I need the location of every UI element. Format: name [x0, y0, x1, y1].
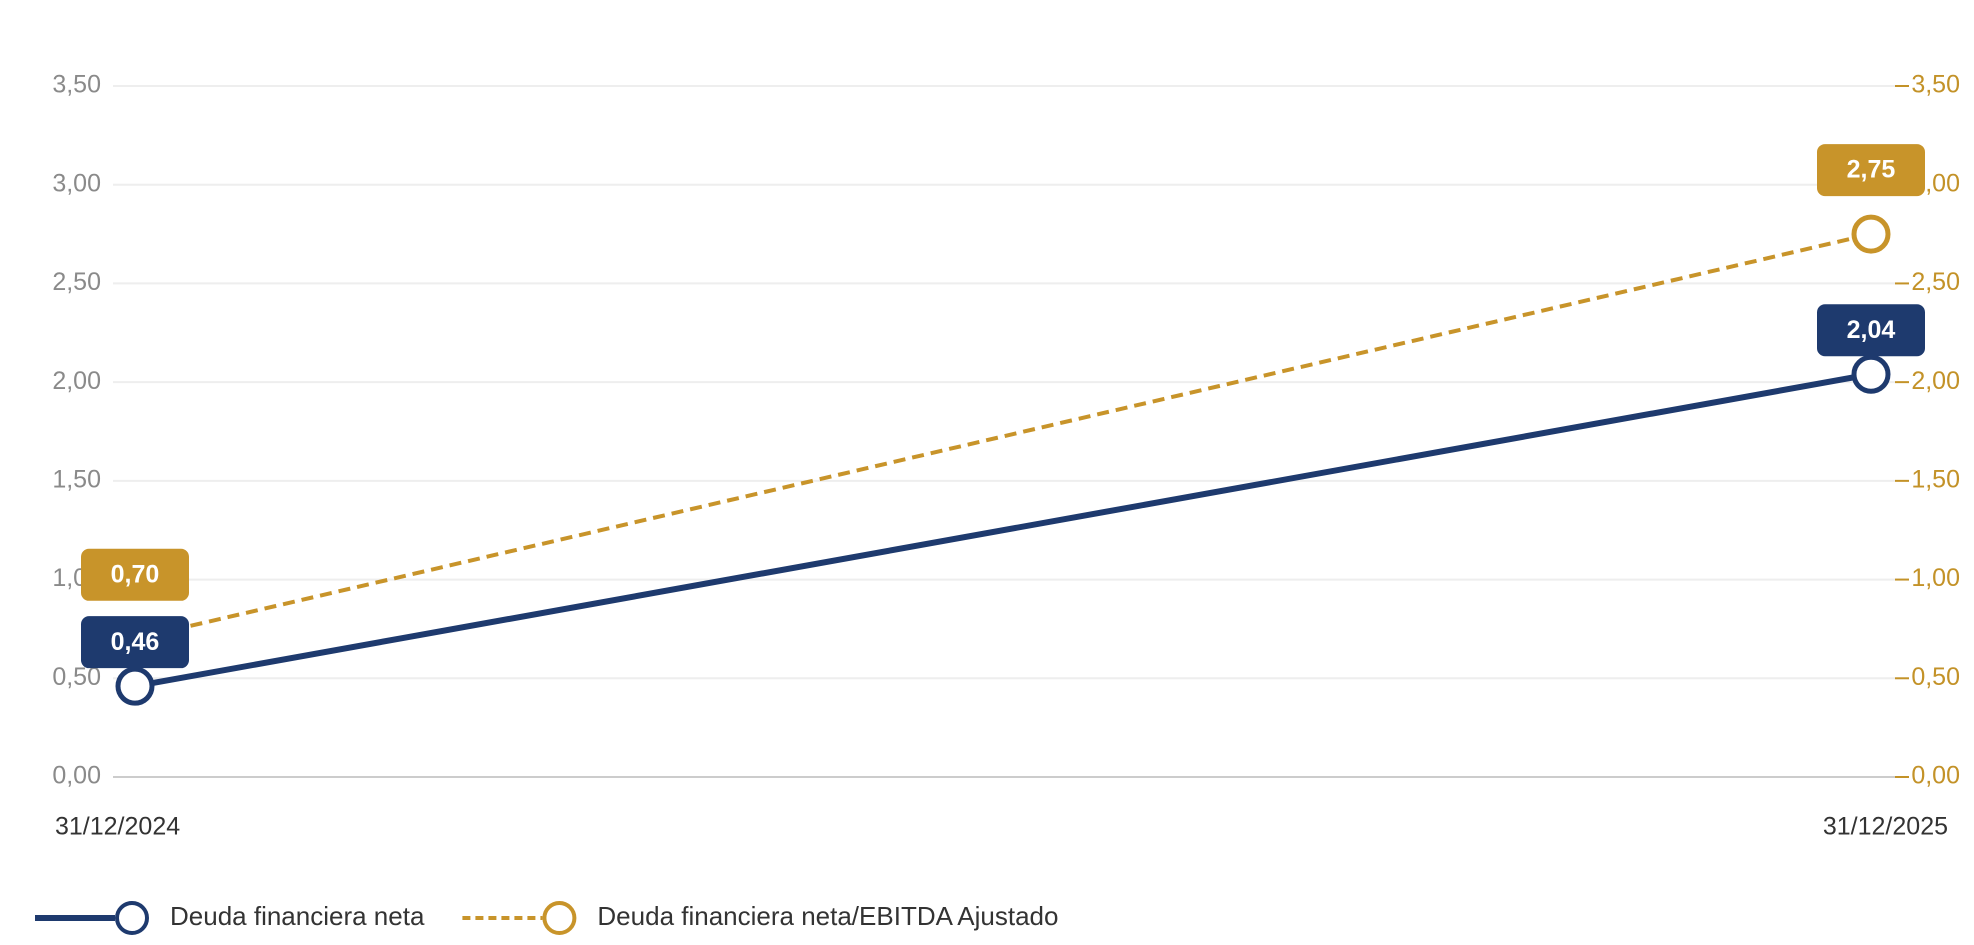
- y-tick-label: 1,50: [52, 465, 101, 493]
- value-label: 0,46: [111, 628, 160, 656]
- value-label-box: [1817, 144, 1925, 197]
- y-tick-label: 2,00: [52, 367, 101, 395]
- y2-tick-label: 2,50: [1911, 268, 1960, 296]
- series-line: [134, 232, 1872, 641]
- y-tick-label: 3,50: [52, 71, 101, 99]
- y2-tick-label: 1,50: [1911, 465, 1960, 493]
- series-marker: [1851, 214, 1891, 254]
- y2-tick-label: 2,00: [1911, 367, 1960, 395]
- value-label: 2,04: [1847, 316, 1896, 344]
- legend-marker: [542, 901, 577, 935]
- series-line: [134, 371, 1872, 690]
- x-tick-label: 31/12/2024: [55, 813, 180, 841]
- value-label-box: [81, 616, 189, 669]
- y-tick-label: 2,50: [52, 268, 101, 296]
- x-tick-label: 31/12/2025: [1823, 813, 1948, 841]
- legend-marker: [115, 901, 149, 935]
- y2-tick-label: 1,00: [1911, 564, 1960, 592]
- y-tick-label: 0,00: [52, 762, 101, 790]
- series-marker: [1851, 354, 1891, 394]
- legend-label: Deuda financiera neta: [170, 901, 425, 931]
- y2-tick-label: 3,50: [1911, 71, 1960, 99]
- value-label-box: [1817, 304, 1925, 357]
- y2-tick-label: 0,00: [1911, 762, 1960, 790]
- value-label-box: [81, 548, 189, 601]
- value-label: 0,70: [111, 560, 160, 588]
- y2-tick-label: 0,50: [1911, 663, 1960, 691]
- y-tick-label: 3,00: [52, 169, 101, 197]
- value-label: 2,75: [1847, 156, 1896, 184]
- legend-label: Deuda financiera neta/EBITDA Ajustado: [597, 901, 1058, 931]
- series-marker: [115, 666, 155, 706]
